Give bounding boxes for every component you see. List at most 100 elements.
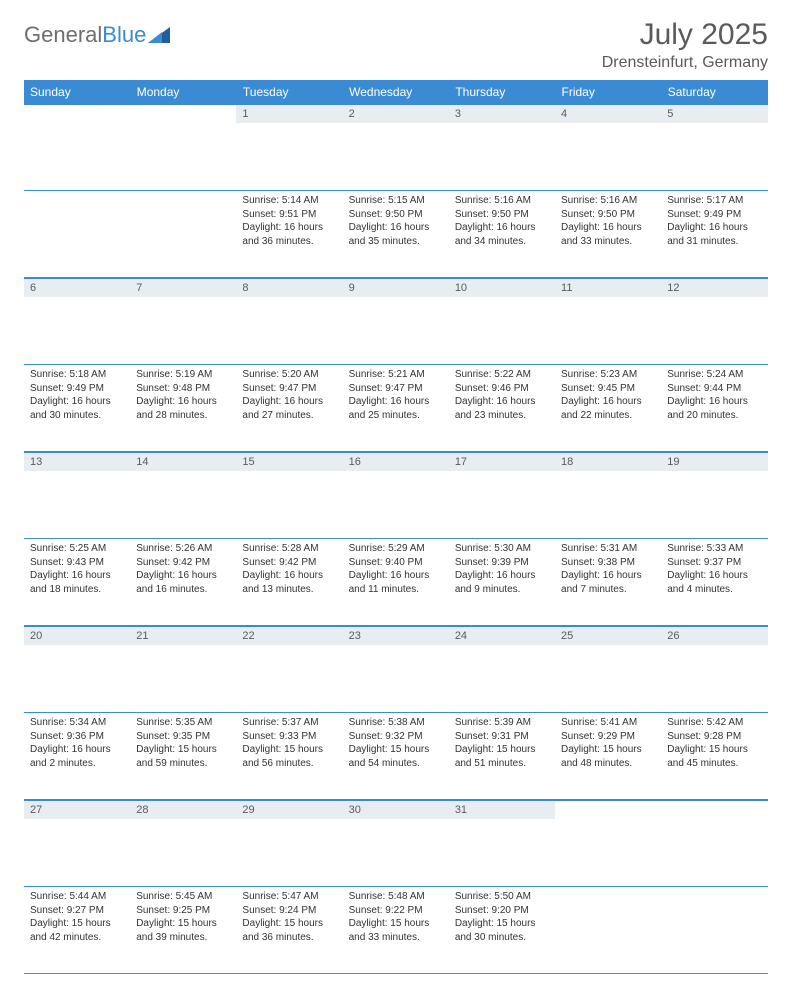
day-number: 10 — [449, 278, 555, 297]
day-cell: Sunrise: 5:25 AMSunset: 9:43 PMDaylight:… — [24, 539, 130, 626]
sunset-line: Sunset: 9:45 PM — [561, 382, 655, 396]
daylight-line: Daylight: 16 hours and 11 minutes. — [349, 569, 443, 596]
daynum-cell: 30 — [343, 800, 449, 887]
day-details: Sunrise: 5:18 AMSunset: 9:49 PMDaylight:… — [24, 365, 130, 424]
sunset-line: Sunset: 9:32 PM — [349, 730, 443, 744]
sunset-line: Sunset: 9:42 PM — [136, 556, 230, 570]
sunrise-line: Sunrise: 5:30 AM — [455, 542, 549, 556]
sunset-line: Sunset: 9:50 PM — [561, 208, 655, 222]
sunset-line: Sunset: 9:25 PM — [136, 904, 230, 918]
day-details: Sunrise: 5:30 AMSunset: 9:39 PMDaylight:… — [449, 539, 555, 598]
sunrise-line: Sunrise: 5:25 AM — [30, 542, 124, 556]
day-number — [24, 104, 130, 111]
sunset-line: Sunset: 9:51 PM — [242, 208, 336, 222]
sunset-line: Sunset: 9:39 PM — [455, 556, 549, 570]
calendar-table: SundayMondayTuesdayWednesdayThursdayFrid… — [24, 80, 768, 974]
sunrise-line: Sunrise: 5:34 AM — [30, 716, 124, 730]
day-details: Sunrise: 5:29 AMSunset: 9:40 PMDaylight:… — [343, 539, 449, 598]
day-number: 19 — [661, 452, 767, 471]
sunrise-line: Sunrise: 5:20 AM — [242, 368, 336, 382]
sunrise-line: Sunrise: 5:44 AM — [30, 890, 124, 904]
sunrise-line: Sunrise: 5:47 AM — [242, 890, 336, 904]
daylight-line: Daylight: 15 hours and 39 minutes. — [136, 917, 230, 944]
day-number: 27 — [24, 800, 130, 819]
daynum-cell: 1 — [236, 104, 342, 191]
weekday-header: Saturday — [661, 80, 767, 104]
day-cell: Sunrise: 5:20 AMSunset: 9:47 PMDaylight:… — [236, 365, 342, 452]
sunrise-line: Sunrise: 5:23 AM — [561, 368, 655, 382]
day-details — [555, 887, 661, 892]
day-details: Sunrise: 5:17 AMSunset: 9:49 PMDaylight:… — [661, 191, 767, 250]
day-details: Sunrise: 5:15 AMSunset: 9:50 PMDaylight:… — [343, 191, 449, 250]
day-cell: Sunrise: 5:22 AMSunset: 9:46 PMDaylight:… — [449, 365, 555, 452]
day-details — [661, 887, 767, 892]
day-cell — [661, 887, 767, 974]
weekday-header: Thursday — [449, 80, 555, 104]
day-number: 9 — [343, 278, 449, 297]
day-cell: Sunrise: 5:50 AMSunset: 9:20 PMDaylight:… — [449, 887, 555, 974]
day-number: 29 — [236, 800, 342, 819]
daylight-line: Daylight: 16 hours and 22 minutes. — [561, 395, 655, 422]
sunset-line: Sunset: 9:31 PM — [455, 730, 549, 744]
sunrise-line: Sunrise: 5:14 AM — [242, 194, 336, 208]
daynum-cell: 4 — [555, 104, 661, 191]
sunrise-line: Sunrise: 5:29 AM — [349, 542, 443, 556]
day-number: 4 — [555, 104, 661, 123]
sunset-line: Sunset: 9:44 PM — [667, 382, 761, 396]
day-details: Sunrise: 5:21 AMSunset: 9:47 PMDaylight:… — [343, 365, 449, 424]
calendar-page: GeneralBlue July 2025 Drensteinfurt, Ger… — [0, 0, 792, 992]
daynum-cell: 17 — [449, 452, 555, 539]
day-number: 17 — [449, 452, 555, 471]
sunset-line: Sunset: 9:49 PM — [667, 208, 761, 222]
daynum-cell: 10 — [449, 278, 555, 365]
daylight-line: Daylight: 16 hours and 23 minutes. — [455, 395, 549, 422]
sunset-line: Sunset: 9:46 PM — [455, 382, 549, 396]
sunrise-line: Sunrise: 5:41 AM — [561, 716, 655, 730]
sunrise-line: Sunrise: 5:38 AM — [349, 716, 443, 730]
daylight-line: Daylight: 16 hours and 35 minutes. — [349, 221, 443, 248]
sunrise-line: Sunrise: 5:26 AM — [136, 542, 230, 556]
sunrise-line: Sunrise: 5:15 AM — [349, 194, 443, 208]
day-cell: Sunrise: 5:45 AMSunset: 9:25 PMDaylight:… — [130, 887, 236, 974]
day-cell: Sunrise: 5:16 AMSunset: 9:50 PMDaylight:… — [449, 191, 555, 278]
day-cell: Sunrise: 5:16 AMSunset: 9:50 PMDaylight:… — [555, 191, 661, 278]
daynum-cell: 27 — [24, 800, 130, 887]
day-number: 30 — [343, 800, 449, 819]
day-cell: Sunrise: 5:15 AMSunset: 9:50 PMDaylight:… — [343, 191, 449, 278]
sunrise-line: Sunrise: 5:21 AM — [349, 368, 443, 382]
daynum-cell: 28 — [130, 800, 236, 887]
sunset-line: Sunset: 9:47 PM — [349, 382, 443, 396]
day-cell: Sunrise: 5:23 AMSunset: 9:45 PMDaylight:… — [555, 365, 661, 452]
sunset-line: Sunset: 9:48 PM — [136, 382, 230, 396]
week-row: Sunrise: 5:34 AMSunset: 9:36 PMDaylight:… — [24, 713, 768, 800]
sunrise-line: Sunrise: 5:19 AM — [136, 368, 230, 382]
sunset-line: Sunset: 9:35 PM — [136, 730, 230, 744]
sunrise-line: Sunrise: 5:35 AM — [136, 716, 230, 730]
daynum-row: 20212223242526 — [24, 626, 768, 713]
day-cell: Sunrise: 5:37 AMSunset: 9:33 PMDaylight:… — [236, 713, 342, 800]
day-details: Sunrise: 5:37 AMSunset: 9:33 PMDaylight:… — [236, 713, 342, 772]
day-cell: Sunrise: 5:19 AMSunset: 9:48 PMDaylight:… — [130, 365, 236, 452]
daynum-cell: 19 — [661, 452, 767, 539]
daylight-line: Daylight: 16 hours and 31 minutes. — [667, 221, 761, 248]
sunrise-line: Sunrise: 5:16 AM — [561, 194, 655, 208]
day-number: 20 — [24, 626, 130, 645]
daynum-cell: 12 — [661, 278, 767, 365]
sunrise-line: Sunrise: 5:18 AM — [30, 368, 124, 382]
day-number: 11 — [555, 278, 661, 297]
day-cell: Sunrise: 5:31 AMSunset: 9:38 PMDaylight:… — [555, 539, 661, 626]
brand-part1: General — [24, 22, 102, 48]
weekday-header: Tuesday — [236, 80, 342, 104]
weekday-header: Wednesday — [343, 80, 449, 104]
day-details: Sunrise: 5:19 AMSunset: 9:48 PMDaylight:… — [130, 365, 236, 424]
sunset-line: Sunset: 9:37 PM — [667, 556, 761, 570]
day-number: 23 — [343, 626, 449, 645]
day-cell: Sunrise: 5:38 AMSunset: 9:32 PMDaylight:… — [343, 713, 449, 800]
daylight-line: Daylight: 15 hours and 45 minutes. — [667, 743, 761, 770]
day-details: Sunrise: 5:31 AMSunset: 9:38 PMDaylight:… — [555, 539, 661, 598]
sunrise-line: Sunrise: 5:42 AM — [667, 716, 761, 730]
daylight-line: Daylight: 15 hours and 30 minutes. — [455, 917, 549, 944]
day-number: 8 — [236, 278, 342, 297]
day-number — [661, 800, 767, 807]
day-cell: Sunrise: 5:14 AMSunset: 9:51 PMDaylight:… — [236, 191, 342, 278]
